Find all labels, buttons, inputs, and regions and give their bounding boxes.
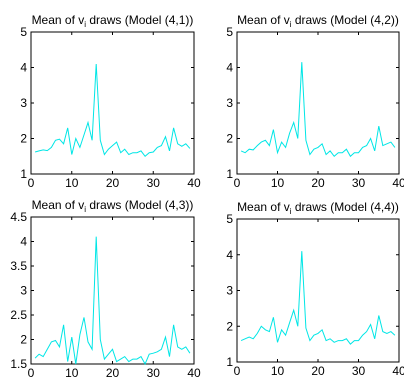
title-suffix: draws (Model (4,1)) xyxy=(86,13,193,27)
title-prefix: Mean of v xyxy=(32,13,85,27)
x-tick-label: 20 xyxy=(311,364,325,378)
y-tick-label: 1 xyxy=(20,167,27,181)
x-tick-label: 10 xyxy=(65,176,79,190)
x-tick-label: 30 xyxy=(352,364,366,378)
x-tick-label: 10 xyxy=(271,176,285,190)
y-tick-label: 3 xyxy=(226,284,233,298)
subplot-1: 0 10 20 30 40 1 2 3 4 5 Mean of vi draws (Model (4… xyxy=(20,13,201,190)
chart-title: Mean of vi draws (Model (4,2)) xyxy=(237,13,399,29)
x-tick-label: 40 xyxy=(187,366,201,380)
y-tick-label: 3 xyxy=(226,96,233,110)
x-tick-label: 0 xyxy=(234,364,241,378)
series-line xyxy=(240,62,396,158)
title-subscript: i xyxy=(84,205,86,214)
series-line xyxy=(34,63,191,158)
y-tick-label: 3 xyxy=(20,284,27,298)
title-prefix: Mean of v xyxy=(32,198,85,212)
y-tick-label: 4 xyxy=(226,61,233,75)
x-tick-label: 40 xyxy=(392,176,404,190)
subplot-2: 0 10 20 30 40 1 2 3 4 5 Mean of vi draws (Model (4… xyxy=(226,13,404,190)
y-tick-label: 1 xyxy=(226,355,233,369)
y-tick-label: 4 xyxy=(226,248,233,262)
title-prefix: Mean of v xyxy=(237,13,290,27)
y-tick-label: 2 xyxy=(226,132,233,146)
x-tick-label: 0 xyxy=(28,366,35,380)
chart-title: Mean of vi draws (Model (4,1)) xyxy=(32,13,194,29)
title-suffix: draws (Model (4,3)) xyxy=(86,198,193,212)
title-suffix: draws (Model (4,4)) xyxy=(292,200,399,214)
y-tick-label: 2 xyxy=(20,132,27,146)
y-tick-label: 4 xyxy=(20,61,27,75)
y-tick-label: 2.5 xyxy=(10,308,27,322)
series-line xyxy=(34,236,191,366)
y-tick-label: 5 xyxy=(20,25,27,39)
y-tick-label: 3.5 xyxy=(10,259,27,273)
axes-frame xyxy=(236,31,400,175)
x-tick-label: 20 xyxy=(106,366,120,380)
y-tick-label: 1.5 xyxy=(10,357,27,371)
x-tick-label: 0 xyxy=(28,176,35,190)
axes-frame xyxy=(30,31,195,175)
x-tick-label: 30 xyxy=(147,176,161,190)
x-tick-label: 20 xyxy=(106,176,120,190)
chart-title: Mean of vi draws (Model (4,3)) xyxy=(32,198,194,214)
subplot-4: 0 10 20 30 40 1 2 3 4 5 Mean of vi draws (Model (4… xyxy=(226,200,404,378)
axes-frame xyxy=(236,218,400,363)
y-tick-label: 3 xyxy=(20,96,27,110)
x-tick-label: 10 xyxy=(65,366,79,380)
title-subscript: i xyxy=(290,207,292,216)
y-tick-label: 2 xyxy=(20,333,27,347)
y-tick-label: 4 xyxy=(20,235,27,249)
x-tick-label: 10 xyxy=(271,364,285,378)
chart-title: Mean of vi draws (Model (4,4)) xyxy=(237,200,399,216)
x-tick-label: 0 xyxy=(234,176,241,190)
title-subscript: i xyxy=(290,20,292,29)
x-tick-label: 40 xyxy=(187,176,201,190)
y-tick-label: 4.5 xyxy=(10,210,27,224)
title-subscript: i xyxy=(84,20,86,29)
axes-frame xyxy=(30,216,195,365)
x-tick-label: 20 xyxy=(311,176,325,190)
subplot-3: 0 10 20 30 40 1.5 2 2.5 3 3.5 4 4.5 Mean of vi draws… xyxy=(10,198,201,380)
y-tick-label: 1 xyxy=(226,167,233,181)
title-prefix: Mean of v xyxy=(237,200,290,214)
title-suffix: draws (Model (4,2)) xyxy=(292,13,399,27)
y-tick-label: 5 xyxy=(226,212,233,226)
x-tick-label: 30 xyxy=(147,366,161,380)
x-tick-label: 30 xyxy=(352,176,366,190)
y-tick-label: 5 xyxy=(226,25,233,39)
x-tick-label: 40 xyxy=(392,364,404,378)
series-line xyxy=(240,251,396,345)
y-tick-label: 2 xyxy=(226,319,233,333)
